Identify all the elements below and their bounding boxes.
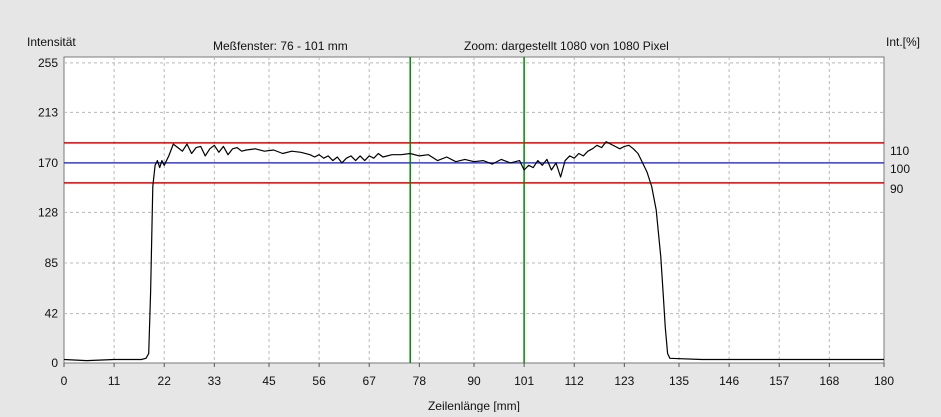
right-tick-label: 100 [890, 162, 910, 176]
intensity-series-line [63, 141, 884, 362]
x-tick-label: 33 [208, 374, 222, 388]
x-tick-label: 168 [819, 374, 839, 388]
x-tick-label: 157 [769, 374, 789, 388]
tick-labels: 0 11 22 33 45 56 67 78 90 101 112 123 135 146 157 168 18… [38, 56, 910, 388]
window-label: Meßfenster: 76 - 101 mm [213, 39, 348, 53]
right-tick-label: 110 [890, 144, 909, 158]
y-tick-label: 0 [51, 356, 58, 370]
x-tick-label: 22 [158, 374, 172, 388]
x-tick-label: 45 [262, 374, 276, 388]
reference-lines [64, 142, 884, 184]
x-tick-label: 112 [565, 374, 584, 388]
x-axis-label: Zeilenlänge [mm] [428, 399, 520, 412]
x-tick-label: 0 [61, 374, 68, 388]
series-layer [63, 141, 884, 362]
y-tick-label: 85 [45, 256, 59, 270]
x-tick-label: 180 [874, 374, 894, 388]
zoom-label: Zoom: dargestellt 1080 von 1080 Pixel [464, 39, 669, 53]
y-axis-label: Intensität [27, 35, 76, 49]
x-tick-label: 101 [514, 374, 534, 388]
y-tick-label: 128 [38, 205, 58, 219]
window-markers [409, 57, 525, 363]
x-tick-label: 123 [614, 374, 634, 388]
x-tick-label: 78 [413, 374, 427, 388]
x-tick-label: 90 [467, 374, 481, 388]
y-tick-label: 42 [45, 307, 59, 321]
x-tick-label: 146 [719, 374, 739, 388]
right-axis-label: Int.[%] [886, 35, 920, 49]
x-tick-label: 11 [108, 374, 121, 388]
x-tick-label: 67 [363, 374, 377, 388]
right-tick-label: 90 [890, 182, 904, 196]
x-tick-label: 135 [669, 374, 689, 388]
y-tick-label: 213 [38, 105, 58, 119]
y-tick-label: 255 [38, 56, 58, 70]
y-tick-label: 170 [38, 156, 58, 170]
x-tick-label: 56 [312, 374, 326, 388]
